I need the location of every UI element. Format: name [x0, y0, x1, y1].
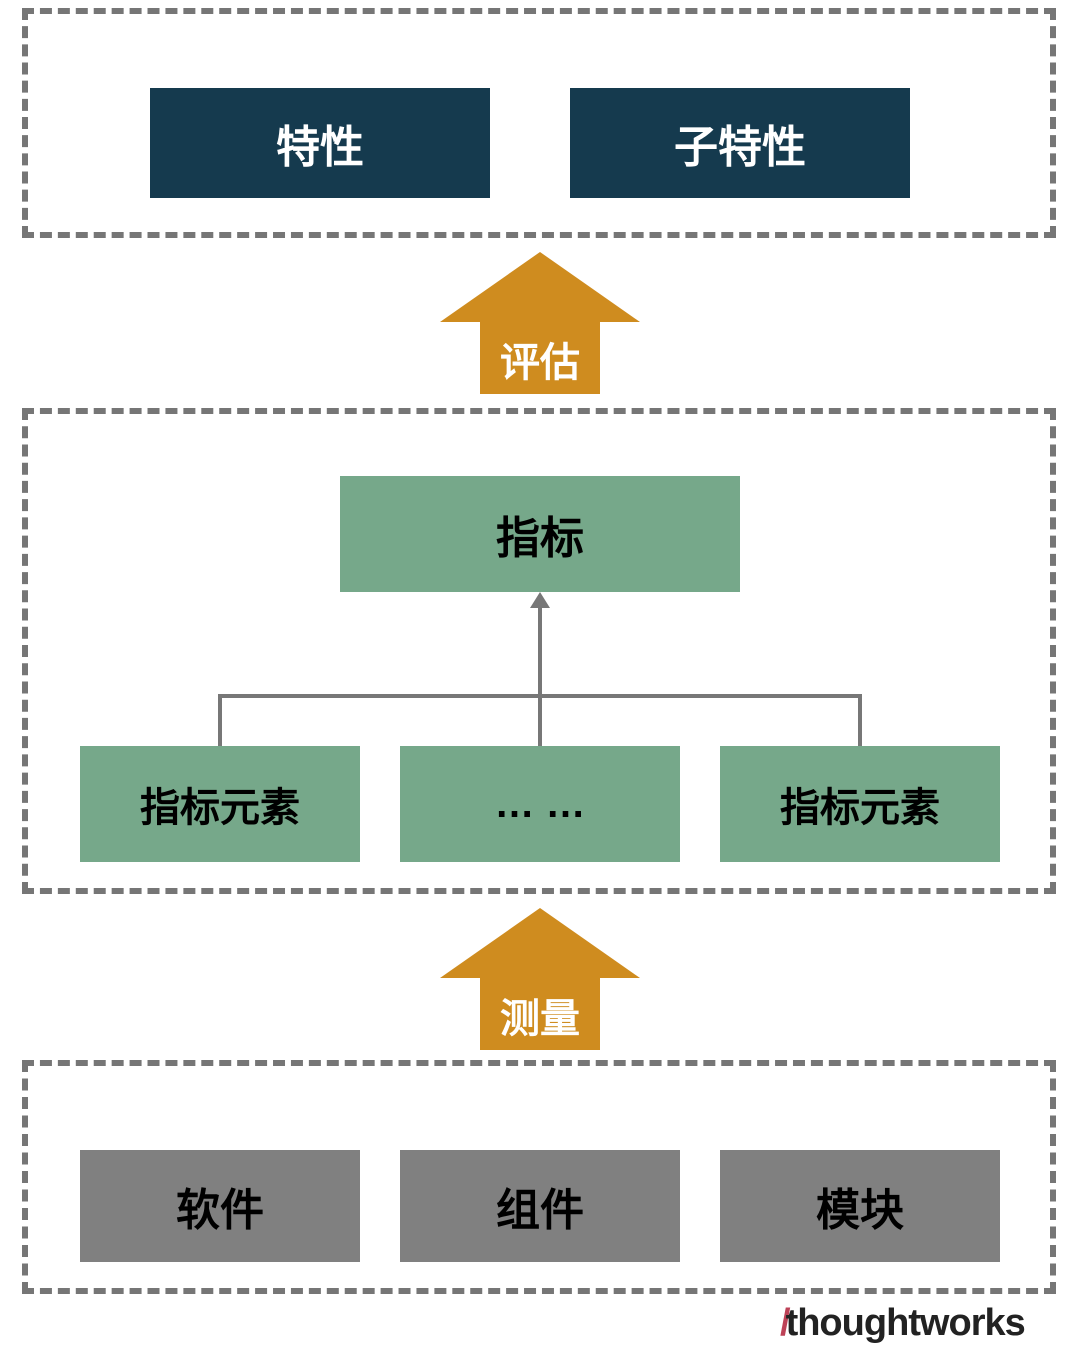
component-label: 组件: [496, 1174, 584, 1238]
metric-elem-1-block: 指标元素: [80, 746, 360, 862]
tree-drop-2: [858, 694, 862, 746]
logo-text: thoughtworks: [786, 1302, 1025, 1344]
metric-elem-2-block: 指标元素: [720, 746, 1000, 862]
subfeature-label: 子特性: [674, 111, 806, 175]
software-block: 软件: [80, 1150, 360, 1262]
subfeature-block: 子特性: [570, 88, 910, 198]
feature-block: 特性: [150, 88, 490, 198]
metric-elem-2-label: 指标元素: [780, 775, 940, 833]
component-block: 组件: [400, 1150, 680, 1262]
tree-drop-0: [218, 694, 222, 746]
metric-block: 指标: [340, 476, 740, 592]
arrow-measure: 测量: [440, 908, 640, 1050]
software-label: 软件: [176, 1174, 264, 1238]
thoughtworks-logo: /thoughtworks: [780, 1302, 1025, 1345]
tree-trunk: [538, 606, 542, 696]
module-label: 模块: [816, 1174, 904, 1238]
arrow-measure-label: 测量: [440, 986, 640, 1044]
metric-label: 指标: [496, 502, 584, 566]
feature-label: 特性: [276, 111, 364, 175]
module-block: 模块: [720, 1150, 1000, 1262]
arrow-evaluate-label: 评估: [440, 330, 640, 388]
tree-drop-1: [538, 694, 542, 746]
metric-ellipsis-block: … …: [400, 746, 680, 862]
metric-ellipsis-label: … …: [494, 782, 585, 827]
tree-arrowhead: [530, 592, 550, 608]
metric-elem-1-label: 指标元素: [140, 775, 300, 833]
arrow-evaluate: 评估: [440, 252, 640, 394]
